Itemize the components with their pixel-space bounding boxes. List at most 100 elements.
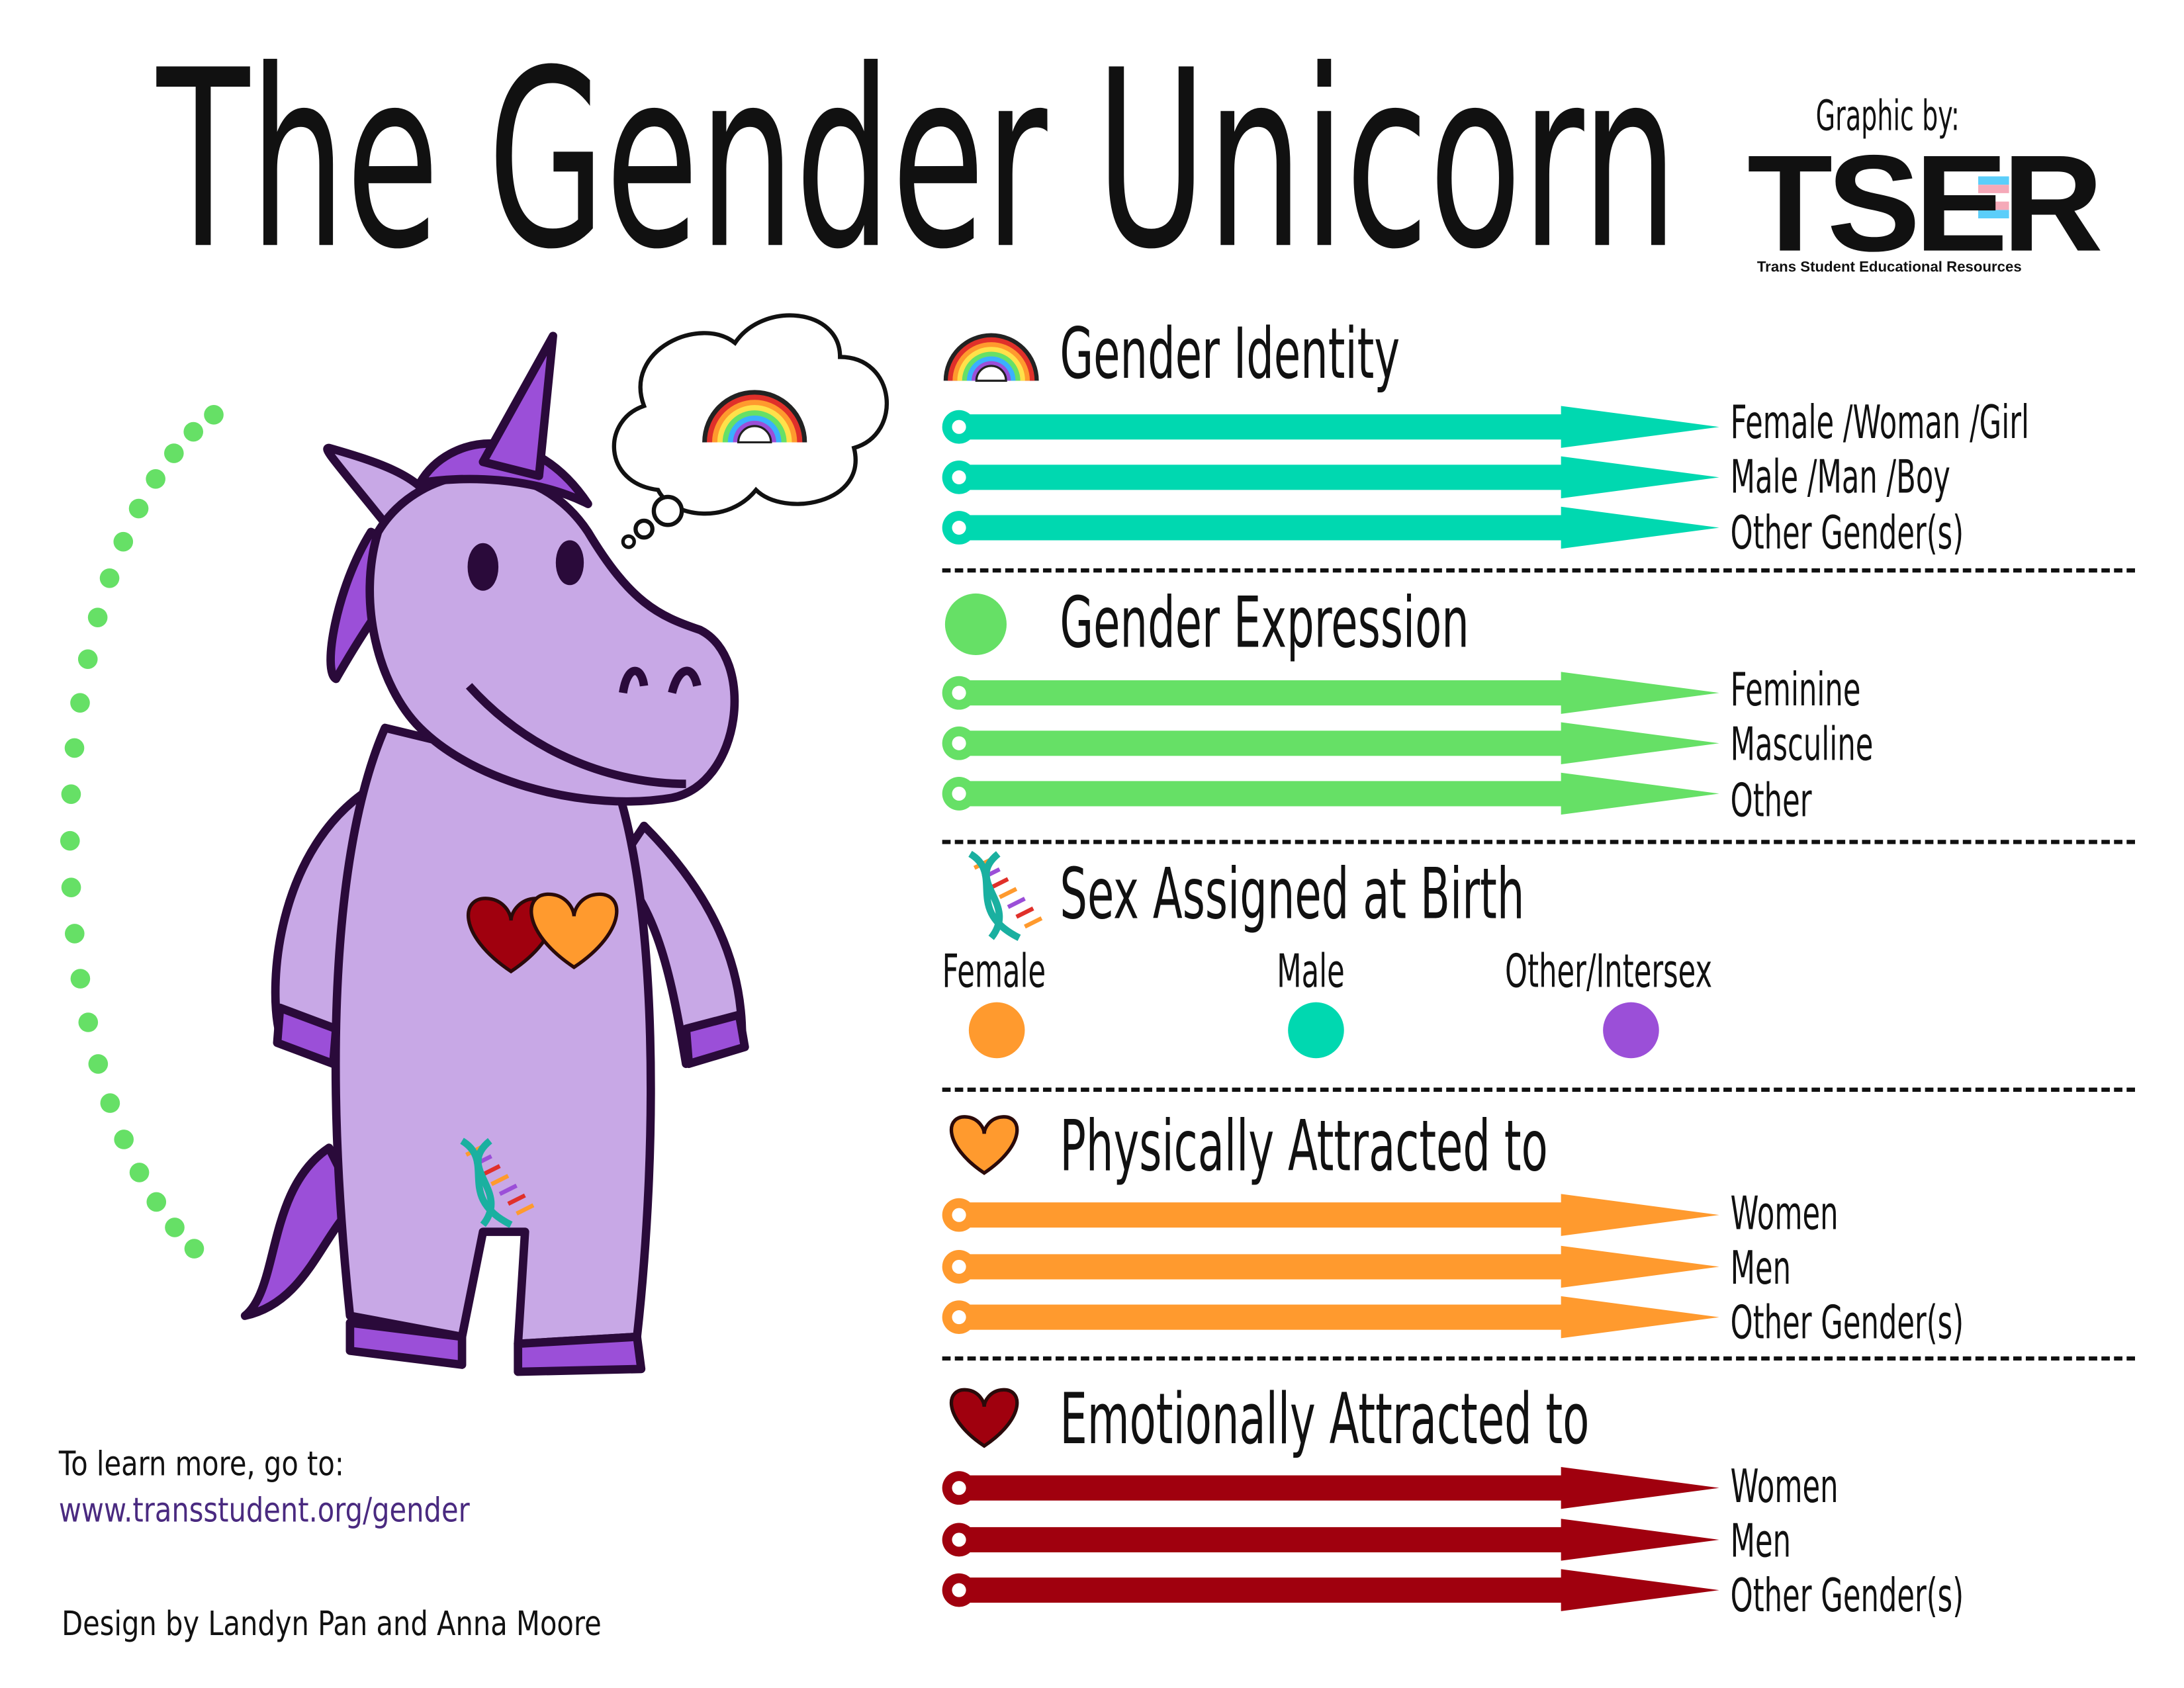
dna-strand [475, 1137, 495, 1227]
dna-rung [490, 1174, 510, 1186]
unicorn-dna [460, 1137, 535, 1228]
emotional-attraction-arrow-1 [942, 1466, 1719, 1509]
arrow-start-hole [952, 1583, 966, 1597]
sparkle-dot [100, 1093, 120, 1113]
sparkle-dot [61, 877, 81, 898]
dna-rung [990, 877, 1009, 890]
arrow-head [1561, 456, 1719, 499]
sparkle-dot [164, 443, 184, 463]
arrow-head [1561, 722, 1719, 765]
arrow-head [1561, 1466, 1719, 1509]
unicorn-illustration [240, 332, 749, 1376]
gender-identity-arrow-2 [942, 456, 1719, 499]
sparkle-dot [70, 969, 91, 989]
dna-rung [998, 887, 1018, 899]
dna-rung [1024, 916, 1043, 929]
dna-rung [1015, 907, 1034, 919]
unicorn-horn [478, 332, 557, 480]
red-heart-icon [949, 1388, 1019, 1448]
unicorn-left-hoof [345, 1318, 467, 1369]
sparkle-dot [129, 1163, 150, 1182]
trans-flag-stripe [1978, 176, 2009, 185]
sparkle-dot [113, 531, 134, 552]
option-label: Masculine [1730, 717, 1874, 772]
section-title-emotionally-attracted: Emotionally Attracted to [1060, 1378, 1590, 1460]
sparkle-dot [88, 1054, 109, 1074]
dna-icon [968, 850, 1043, 942]
arrow-start-hole [952, 1533, 966, 1547]
arrow-head [1561, 1194, 1719, 1236]
trans-flag-stripe [1978, 185, 2009, 193]
emotional-attraction-arrow-2 [942, 1519, 1719, 1561]
unicorn-eye [467, 543, 499, 591]
arrow-shaft [959, 515, 1564, 541]
sparkle-dot [64, 924, 85, 944]
arrow-shaft [959, 1304, 1564, 1330]
physical-attraction-arrow-2 [942, 1245, 1719, 1288]
dna-rung [482, 1164, 501, 1177]
sparkle-dot [70, 693, 90, 713]
gender-identity-arrow-1 [942, 406, 1719, 448]
emotional-attraction-arrow-3 [942, 1569, 1719, 1611]
gender-expression-arrow-1 [942, 672, 1719, 714]
gender-expression-arrow-2 [942, 722, 1719, 765]
dna-strand [460, 1137, 513, 1228]
trans-flag-stripe [1978, 193, 2009, 202]
option-label: Women [1730, 1185, 1839, 1241]
arrow-head [1561, 772, 1719, 815]
sparkle-dot [78, 1012, 99, 1032]
female-dot [968, 1002, 1025, 1059]
unicorn-forelock [416, 439, 592, 508]
arrow-shaft [959, 465, 1564, 490]
option-label-female: Female [942, 943, 1046, 999]
unicorn-tail [240, 1143, 361, 1320]
option-label: Other [1730, 772, 1812, 828]
rainbow-inner [737, 425, 772, 444]
section-title-sex-assigned: Sex Assigned at Birth [1060, 854, 1525, 936]
male-dot [1288, 1002, 1344, 1059]
arrow-start-hole [952, 420, 966, 434]
sparkle-dot [60, 830, 80, 851]
option-label: Women [1730, 1458, 1839, 1513]
arrow-shaft [959, 781, 1564, 807]
sparkle-dot [184, 1239, 205, 1259]
learn-more-text: To learn more, go to: [58, 1444, 344, 1484]
dna-rung [516, 1203, 535, 1216]
design-credit: Design by Landyn Pan and Anna Moore [62, 1604, 602, 1644]
unicorn-left-cuff [273, 1003, 341, 1069]
thought-rainbow-icon [702, 390, 807, 444]
sparkle-dot [146, 1192, 167, 1212]
learn-more-link[interactable]: www.transstudent.org/gender [58, 1490, 470, 1531]
sparkle-dot [87, 607, 108, 627]
gender-identity-arrow-3 [942, 506, 1719, 549]
option-label: Other Gender(s) [1730, 1568, 1964, 1622]
section-title-gender-identity: Gender Identity [1060, 313, 1400, 395]
sparkle-dot [165, 1218, 185, 1237]
arrow-shaft [959, 414, 1564, 440]
trans-flag-stripe [1978, 210, 2009, 219]
arrow-shaft [959, 1202, 1564, 1228]
unicorn-right-cuff [682, 1010, 749, 1069]
arrow-start-hole [952, 1310, 966, 1325]
unicorn-body [331, 723, 655, 1349]
rainbow-inner [975, 365, 1007, 382]
option-label: Men [1730, 1240, 1792, 1295]
unicorn-orange-heart [529, 892, 619, 969]
arrow-shaft [959, 731, 1564, 756]
arrow-shaft [959, 1475, 1564, 1501]
sparkle-dot [114, 1130, 134, 1149]
option-label: Male /Man /Boy [1730, 449, 1950, 504]
option-label: Other Gender(s) [1730, 1294, 1964, 1350]
option-label: Men [1730, 1513, 1792, 1568]
arrow-shaft [959, 1254, 1564, 1280]
sparkle-dot [99, 568, 120, 588]
arrow-head [1561, 1519, 1719, 1561]
arrow-head [1561, 1245, 1719, 1288]
arrow-start-hole [952, 786, 966, 801]
sparkle-dot [183, 422, 204, 442]
physical-attraction-arrow-3 [942, 1296, 1719, 1339]
dna-strand [968, 850, 1021, 942]
page-title: The Gender Unicorn [156, 19, 1678, 304]
physical-attraction-arrow-1 [942, 1194, 1719, 1236]
